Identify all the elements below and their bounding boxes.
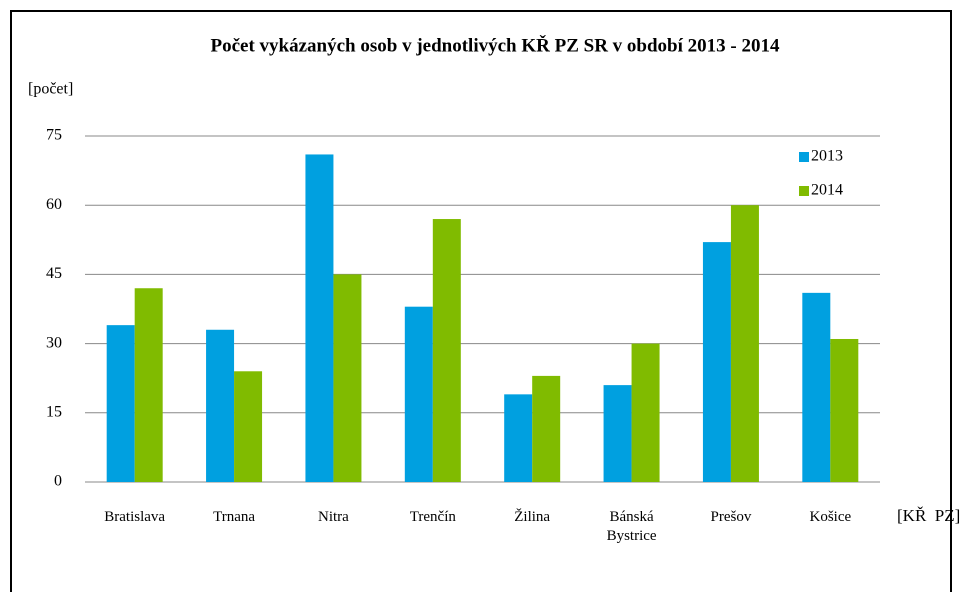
bar (702, 242, 731, 482)
legend-label: 2013 (811, 148, 843, 165)
bar (432, 219, 461, 483)
legend-swatch (799, 186, 809, 196)
x-tick-label: Košice (809, 509, 852, 525)
y-axis-label: [počet] (28, 81, 73, 98)
bar (504, 394, 533, 482)
bar (802, 292, 831, 482)
x-tick-label: Trenčín (409, 509, 456, 525)
bar (234, 371, 263, 482)
bar (532, 375, 561, 482)
legend-label: 2014 (811, 182, 843, 199)
bar (830, 338, 859, 482)
x-tick-label: Bratislava (104, 509, 166, 525)
y-tick-label: 60 (46, 196, 62, 213)
bar (603, 385, 632, 482)
bar (305, 154, 334, 482)
frame (10, 10, 952, 592)
y-tick-label: 15 (46, 403, 62, 420)
chart-title: Počet vykázaných osob v jednotlivých KŘ … (211, 34, 780, 56)
bar (206, 329, 235, 482)
bar (404, 306, 433, 482)
bar (631, 343, 660, 482)
x-tick-label: Prešov (710, 509, 752, 525)
y-tick-label: 45 (46, 265, 62, 282)
bar (333, 274, 362, 482)
x-tick-label: Nitra (318, 509, 349, 525)
bar (134, 288, 163, 482)
x-tick-label: Bánská Bystrice (606, 509, 657, 544)
x-axis-label: [KŘ PZ] (897, 506, 960, 525)
x-tick-label: Trnana (213, 509, 256, 525)
y-tick-label: 30 (46, 334, 62, 351)
y-tick-label: 75 (46, 127, 62, 144)
legend-swatch (799, 152, 809, 162)
bar (106, 325, 135, 482)
y-tick-label: 0 (54, 473, 62, 490)
bar (730, 205, 759, 482)
x-tick-label: Žilina (514, 509, 551, 525)
